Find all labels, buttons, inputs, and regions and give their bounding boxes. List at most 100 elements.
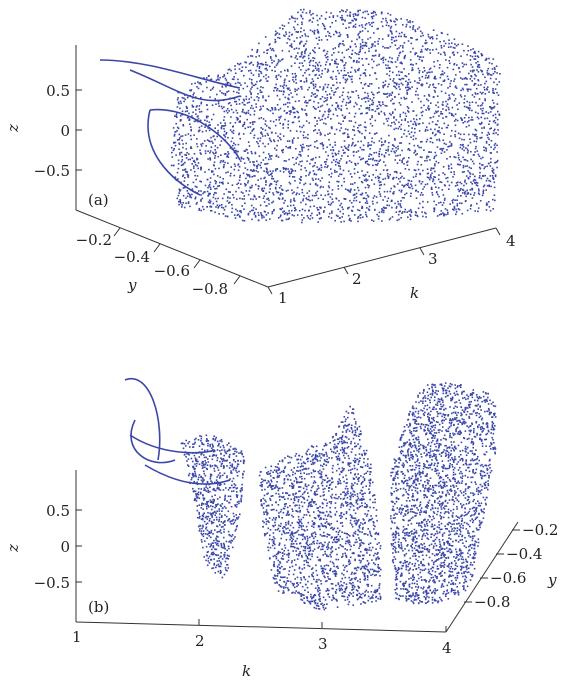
scatter-point (331, 127, 333, 130)
scatter-point (222, 467, 225, 469)
scatter-point (294, 56, 297, 59)
scatter-point (443, 151, 446, 153)
scatter-point (245, 177, 247, 180)
scatter-point (485, 179, 488, 182)
scatter-point (301, 150, 304, 152)
scatter-point (305, 136, 307, 139)
scatter-point (399, 172, 402, 174)
scatter-point (265, 167, 268, 170)
scatter-point (361, 193, 363, 196)
scatter-point (198, 126, 201, 129)
scatter-point (433, 96, 435, 98)
scatter-point (250, 55, 252, 57)
scatter-point (470, 158, 472, 161)
scatter-point (401, 71, 403, 74)
scatter-point (380, 58, 382, 60)
scatter-point (198, 445, 201, 447)
scatter-point (262, 118, 265, 120)
scatter-point (296, 537, 298, 540)
scatter-point (386, 200, 389, 202)
scatter-point (312, 57, 314, 59)
scatter-point (300, 144, 302, 147)
scatter-point (263, 177, 265, 180)
scatter-point (191, 473, 194, 476)
scatter-point (227, 567, 230, 569)
scatter-point (371, 109, 373, 111)
scatter-point (191, 477, 193, 479)
scatter-point (415, 52, 418, 54)
scatter-point (414, 149, 416, 152)
scatter-point (184, 110, 187, 113)
scatter-point (372, 164, 374, 167)
scatter-point (241, 487, 243, 489)
scatter-point (359, 193, 362, 196)
scatter-point (244, 82, 246, 84)
scatter-point (226, 155, 228, 158)
scatter-point (380, 137, 383, 140)
scatter-point (392, 102, 394, 105)
scatter-point (344, 64, 346, 66)
scatter-point (452, 46, 455, 49)
scatter-point (292, 108, 294, 110)
scatter-point (374, 54, 377, 57)
scatter-point (215, 187, 218, 190)
scatter-point (297, 458, 300, 461)
scatter-point (362, 495, 364, 498)
scatter-point (250, 204, 253, 207)
scatter-point (256, 65, 259, 68)
panel-a-y-tick: −0.4 (114, 248, 150, 266)
scatter-point (348, 22, 350, 24)
scatter-point (345, 555, 348, 558)
scatter-point (369, 24, 371, 26)
scatter-point (404, 75, 407, 77)
scatter-point (349, 173, 352, 175)
scatter-point (222, 76, 224, 78)
scatter-point (485, 80, 488, 83)
scatter-point (198, 530, 201, 532)
scatter-point (220, 552, 222, 554)
scatter-point (262, 86, 264, 89)
scatter-point (338, 122, 340, 124)
scatter-point (305, 12, 308, 14)
scatter-point (341, 577, 343, 580)
scatter-point (203, 520, 206, 523)
scatter-point (388, 94, 390, 97)
scatter-point (478, 193, 481, 196)
scatter-point (243, 74, 245, 77)
scatter-point (470, 167, 472, 170)
scatter-point (341, 216, 343, 218)
scatter-point (384, 80, 387, 82)
scatter-point (278, 37, 281, 39)
scatter-point (496, 103, 499, 105)
scatter-point (224, 139, 227, 141)
scatter-point (202, 480, 204, 482)
scatter-point (451, 42, 453, 44)
scatter-point (326, 50, 329, 53)
scatter-point (454, 130, 457, 133)
scatter-point (411, 37, 413, 39)
scatter-point (258, 117, 260, 120)
scatter-point (219, 484, 221, 486)
scatter-point (226, 569, 228, 572)
scatter-point (201, 197, 204, 200)
scatter-point (368, 155, 370, 157)
scatter-point (408, 186, 410, 188)
scatter-point (249, 69, 252, 72)
scatter-point (207, 127, 209, 129)
scatter-point (462, 164, 465, 167)
scatter-point (314, 85, 317, 88)
scatter-point (237, 169, 240, 172)
scatter-point (492, 198, 494, 201)
scatter-point (300, 501, 303, 503)
scatter-point (429, 116, 432, 119)
scatter-point (295, 158, 297, 160)
scatter-point (408, 168, 410, 171)
scatter-point (378, 211, 381, 214)
scatter-point (330, 172, 333, 175)
scatter-point (328, 186, 331, 189)
scatter-point (303, 44, 305, 47)
scatter-point (485, 140, 488, 143)
scatter-point (441, 113, 444, 115)
scatter-point (213, 498, 215, 501)
scatter-point (363, 97, 365, 100)
